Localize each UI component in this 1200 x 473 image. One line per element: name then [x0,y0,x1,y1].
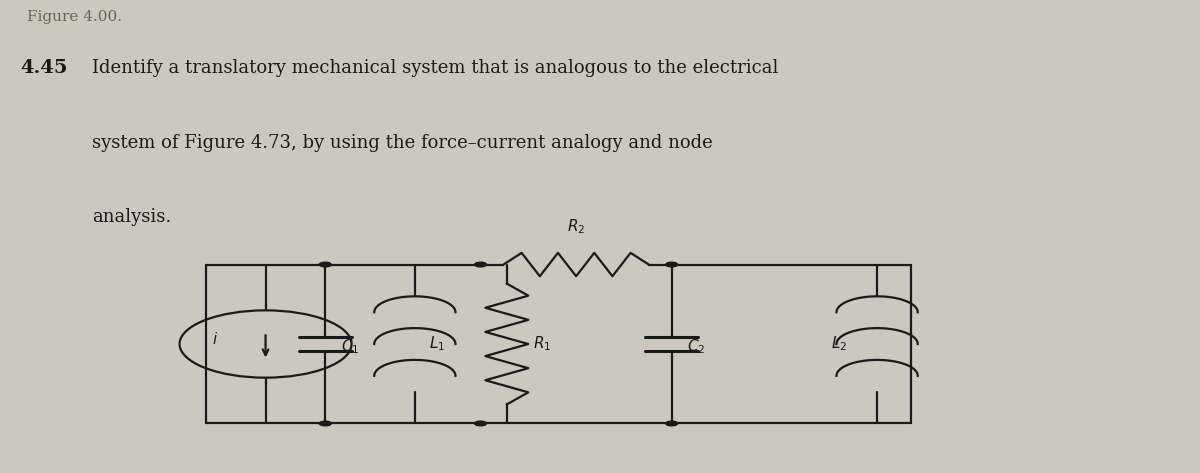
Text: $R_2$: $R_2$ [566,218,586,236]
Text: Identify a translatory mechanical system that is analogous to the electrical: Identify a translatory mechanical system… [92,59,779,77]
Circle shape [474,262,486,267]
Text: 4.45: 4.45 [20,59,68,77]
Text: $C_1$: $C_1$ [341,337,359,356]
Text: Figure 4.00.: Figure 4.00. [26,10,121,24]
Text: analysis.: analysis. [92,209,172,227]
Circle shape [666,262,678,267]
Text: $i$: $i$ [212,332,218,347]
Circle shape [666,421,678,426]
Text: $R_1$: $R_1$ [533,335,552,353]
Circle shape [319,421,331,426]
Circle shape [319,262,331,267]
Text: $L_1$: $L_1$ [430,335,445,353]
Circle shape [474,421,486,426]
Text: $C_2$: $C_2$ [688,337,706,356]
Text: $L_2$: $L_2$ [832,335,847,353]
Text: system of Figure 4.73, by using the force–current analogy and node: system of Figure 4.73, by using the forc… [92,134,713,152]
